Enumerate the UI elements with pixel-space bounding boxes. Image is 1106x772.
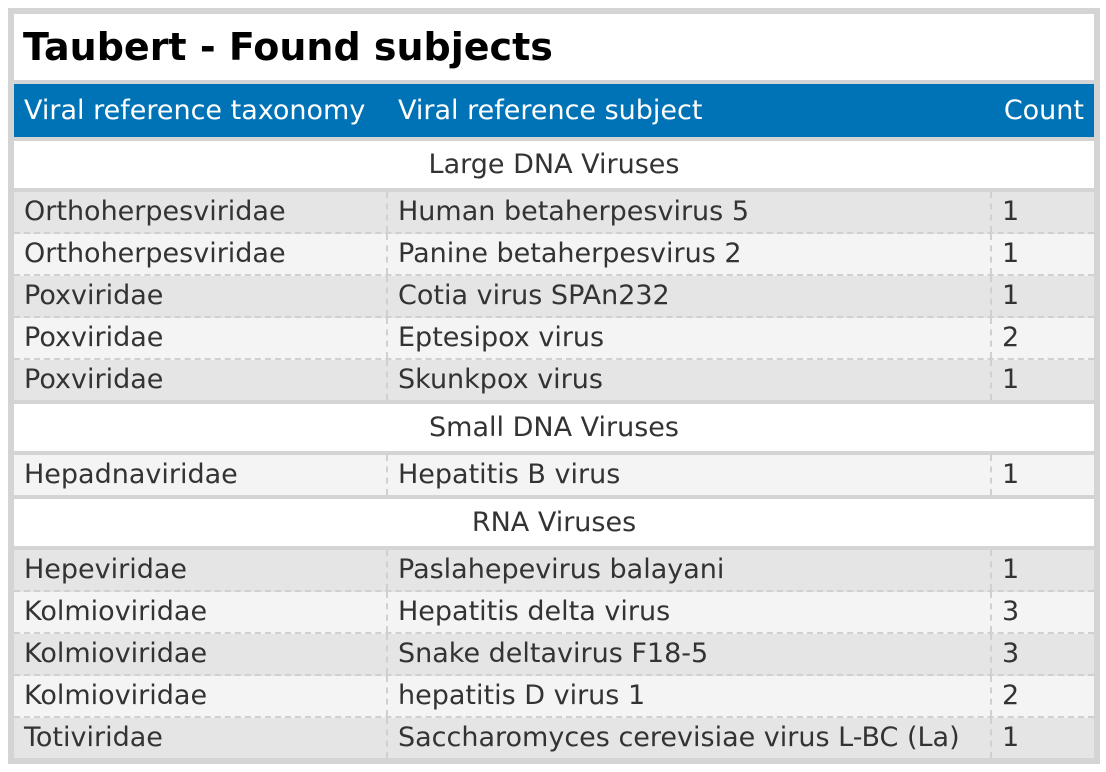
cell-subject: Cotia virus SPAn232 [388,276,992,316]
cell-taxonomy: Kolmioviridae [14,592,388,632]
group-divider [14,400,1094,404]
table-row: Poxviridae Cotia virus SPAn232 1 [14,276,1094,318]
group-divider [14,451,1094,455]
cell-taxonomy: Poxviridae [14,360,388,400]
table-row: Kolmioviridae Hepatitis delta virus 3 [14,592,1094,634]
column-header-count: Count [1003,95,1084,126]
cell-subject: Panine betaherpesvirus 2 [388,234,992,274]
group-divider [14,188,1094,192]
cell-count: 1 [1002,280,1020,311]
cell-count: 2 [1002,680,1020,711]
cell-subject: hepatitis D virus 1 [388,676,992,716]
cell-taxonomy: Hepeviridae [14,550,388,590]
cell-subject: Human betaherpesvirus 5 [388,192,992,232]
cell-count: 1 [1002,554,1020,585]
table-row: Hepeviridae Paslahepevirus balayani 1 [14,550,1094,592]
table-row: Hepadnaviridae Hepatitis B virus 1 [14,455,1094,495]
cell-subject: Eptesipox virus [388,318,992,358]
cell-count: 1 [1002,722,1020,753]
cell-taxonomy: Kolmioviridae [14,634,388,674]
table-row: Poxviridae Eptesipox virus 2 [14,318,1094,360]
subjects-table: Taubert - Found subjects Viral reference… [8,8,1100,764]
cell-taxonomy: Hepadnaviridae [14,455,388,495]
cell-taxonomy: Totiviridae [14,718,388,758]
column-header-subject: Viral reference subject [398,95,703,126]
table-row: Orthoherpesviridae Panine betaherpesviru… [14,234,1094,276]
cell-count: 1 [1002,459,1020,490]
table-header-row: Viral reference taxonomy Viral reference… [14,84,1094,137]
table-title: Taubert - Found subjects [14,14,1094,80]
group-divider [14,495,1094,499]
group-header-rna: RNA Viruses [14,499,1094,546]
table-row: Poxviridae Skunkpox virus 1 [14,360,1094,400]
cell-taxonomy: Poxviridae [14,276,388,316]
cell-count: 1 [1002,196,1020,227]
title-divider [14,80,1094,84]
cell-subject: Hepatitis delta virus [388,592,992,632]
column-header-taxonomy: Viral reference taxonomy [24,95,366,126]
cell-subject: Saccharomyces cerevisiae virus L-BC (La) [388,718,992,758]
group-header-small-dna: Small DNA Viruses [14,404,1094,451]
cell-taxonomy: Orthoherpesviridae [14,234,388,274]
cell-taxonomy: Poxviridae [14,318,388,358]
group-divider [14,546,1094,550]
cell-taxonomy: Orthoherpesviridae [14,192,388,232]
table-row: Kolmioviridae hepatitis D virus 1 2 [14,676,1094,718]
cell-subject: Hepatitis B virus [388,455,992,495]
table-row: Totiviridae Saccharomyces cerevisiae vir… [14,718,1094,758]
cell-count: 1 [1002,364,1020,395]
cell-count: 1 [1002,238,1020,269]
cell-taxonomy: Kolmioviridae [14,676,388,716]
cell-count: 2 [1002,322,1020,353]
header-divider [14,137,1094,141]
cell-subject: Paslahepevirus balayani [388,550,992,590]
group-header-large-dna: Large DNA Viruses [14,141,1094,188]
cell-subject: Skunkpox virus [388,360,992,400]
table-row: Kolmioviridae Snake deltavirus F18-5 3 [14,634,1094,676]
cell-subject: Snake deltavirus F18-5 [388,634,992,674]
cell-count: 3 [1002,596,1020,627]
table-row: Orthoherpesviridae Human betaherpesvirus… [14,192,1094,234]
cell-count: 3 [1002,638,1020,669]
